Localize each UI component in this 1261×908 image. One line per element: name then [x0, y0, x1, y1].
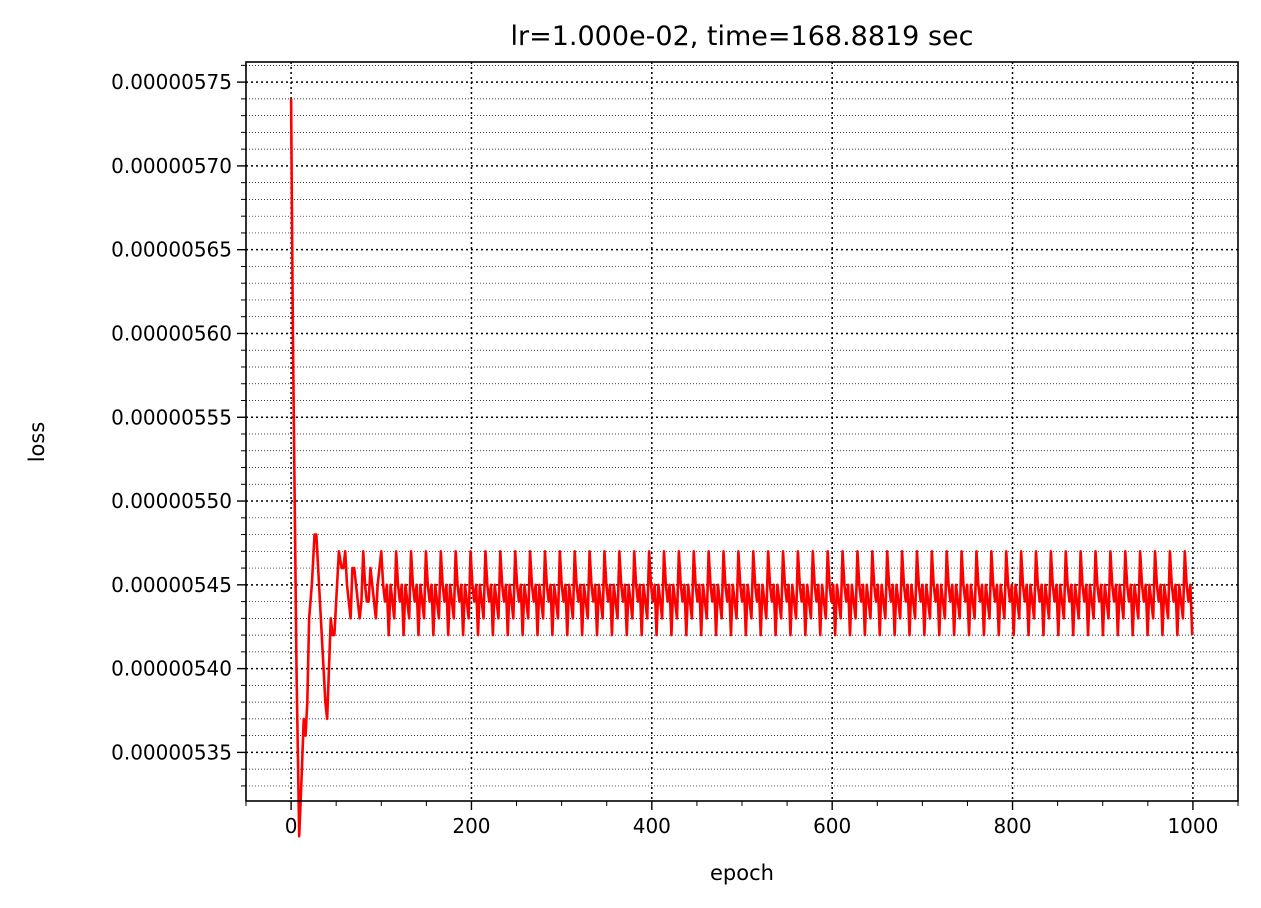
x-axis-label: epoch — [710, 861, 774, 885]
minor-grid — [246, 65, 1238, 787]
y-tick-label: 0.00000550 — [111, 489, 232, 513]
data-layer — [289, 98, 1194, 838]
major-grid — [246, 62, 1238, 801]
x-tick-labels: 0 200 400 600 800 1000 — [285, 814, 1219, 838]
loss-series-line — [289, 98, 1194, 838]
y-axis-label: loss — [25, 422, 49, 463]
chart-title: lr=1.000e-02, time=168.8819 sec — [511, 21, 974, 52]
x-tick-label: 400 — [633, 814, 671, 838]
x-tick-label: 200 — [452, 814, 490, 838]
x-tick-label: 0 — [285, 814, 298, 838]
y-tick-label: 0.00000570 — [111, 154, 232, 178]
plot-area — [246, 62, 1238, 801]
y-tick-label: 0.00000565 — [111, 238, 232, 262]
y-tick-label: 0.00000545 — [111, 573, 232, 597]
y-tick-labels: 0.00000535 0.00000540 0.00000545 0.00000550… — [111, 70, 232, 764]
y-tick-label: 0.00000575 — [111, 70, 232, 94]
x-tick-label: 600 — [813, 814, 851, 838]
x-tick-label: 800 — [993, 814, 1031, 838]
y-tick-label: 0.00000555 — [111, 405, 232, 429]
x-tick-label: 1000 — [1167, 814, 1218, 838]
y-tick-label: 0.00000560 — [111, 321, 232, 345]
y-tick-label: 0.00000540 — [111, 657, 232, 681]
axis-ticks — [237, 64, 1239, 810]
y-tick-label: 0.00000535 — [111, 740, 232, 764]
